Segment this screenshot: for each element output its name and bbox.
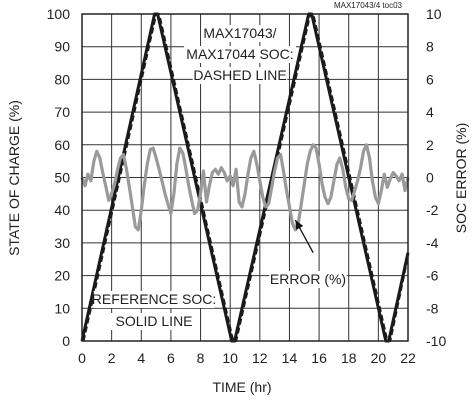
y-right-tick-label: 10	[426, 6, 442, 22]
y-right-tick-label: 8	[426, 39, 434, 55]
y-left-tick-label: 20	[54, 268, 70, 284]
dashed-line-annotation-line: DASHED LINE	[193, 67, 286, 83]
y-left-tick-label: 80	[54, 71, 70, 87]
dashed-line-annotation-bg	[184, 46, 296, 63]
y-left-tick-label: 10	[54, 300, 70, 316]
reference-annotation-bg	[93, 291, 215, 308]
y-right-tick-label: 4	[426, 104, 434, 120]
x-tick-label: 22	[400, 350, 416, 366]
x-tick-label: 2	[108, 350, 116, 366]
y-right-tick-label: 0	[426, 170, 434, 186]
dashed-line-annotation-line: MAX17043/	[203, 25, 276, 41]
reference-annotation-line: SOLID LINE	[115, 313, 192, 329]
plot-frame	[81, 13, 409, 342]
y-right-tick-label: 2	[426, 137, 434, 153]
x-tick-label: 0	[78, 350, 86, 366]
x-tick-label: 10	[222, 350, 238, 366]
error-arrow-head	[295, 220, 304, 230]
reference-annotation: REFERENCE SOC: SOLID LINE	[92, 291, 216, 330]
reference-annotation-bg	[111, 313, 197, 330]
y-right-tick-label: -6	[426, 268, 439, 284]
annotations-group: MAX17043/MAX17044 SOC: DASHED LINE REFEREN…	[92, 25, 347, 330]
axes-group: 0 2 4 6 8 10 12 14 16 18 20 22010203040506070809010…	[47, 6, 447, 366]
y-left-tick-label: 100	[47, 6, 71, 22]
y-left-tick-label: 70	[54, 104, 70, 120]
chart-tag: MAX17043/4 toc03	[334, 1, 403, 10]
x-tick-label: 12	[252, 350, 268, 366]
reference-annotation-line: REFERENCE SOC:	[92, 291, 216, 307]
x-tick-label: 14	[282, 350, 298, 366]
y-right-tick-label: 6	[426, 71, 434, 87]
x-tick-label: 16	[311, 350, 327, 366]
y-right-tick-label: -8	[426, 300, 439, 316]
y-right-tick-label: -10	[426, 333, 446, 349]
x-tick-label: 6	[167, 350, 175, 366]
dashed-line-annotation-bg	[201, 25, 279, 42]
dashed-line-annotation-line: MAX17044 SOC:	[186, 46, 293, 62]
y-left-tick-label: 50	[54, 170, 70, 186]
y-left-tick-label: 30	[54, 235, 70, 251]
x-tick-label: 8	[197, 350, 205, 366]
x-tick-label: 20	[371, 350, 387, 366]
dashed-line-annotation: MAX17043/MAX17044 SOC: DASHED LINE	[184, 25, 296, 84]
error-annotation: ERROR (%)	[269, 271, 347, 288]
x-axis-label: TIME (hr)	[212, 379, 271, 395]
y-left-tick-label: 90	[54, 39, 70, 55]
error-annotation-line: ERROR (%)	[270, 271, 346, 287]
y-right-tick-label: -2	[426, 202, 439, 218]
y-left-tick-label: 60	[54, 137, 70, 153]
y-right-tick-label: -4	[426, 235, 439, 251]
y-left-tick-label: 0	[62, 333, 70, 349]
y-left-tick-label: 40	[54, 202, 70, 218]
error-annotation-bg	[269, 271, 347, 288]
x-tick-label: 18	[341, 350, 357, 366]
x-tick-label: 4	[137, 350, 145, 366]
dashed-line-annotation-bg	[192, 67, 288, 84]
error-series-line	[80, 143, 410, 232]
y-axis-left-label: STATE OF CHARGE (%)	[6, 100, 22, 256]
y-axis-right-label: SOC ERROR (%)	[453, 123, 469, 233]
